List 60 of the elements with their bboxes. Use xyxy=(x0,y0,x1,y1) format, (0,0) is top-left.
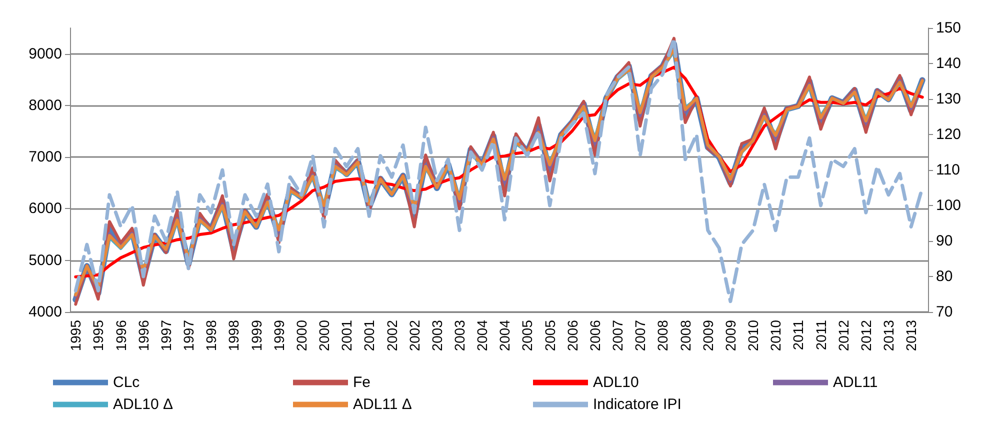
x-tick-label: 2001 xyxy=(338,320,355,352)
x-tick-label: 2005 xyxy=(519,320,536,352)
x-tick-label: 2006 xyxy=(586,320,603,352)
x-tick-label: 1999 xyxy=(248,320,264,352)
legend-label: ADL10 Δ xyxy=(113,396,174,413)
legend-label: ADL10 xyxy=(593,374,639,391)
x-tick-label: 2009 xyxy=(700,320,716,352)
x-tick-label: 1998 xyxy=(226,320,242,352)
x-tick-label: 2004 xyxy=(496,320,513,352)
y2-tick-label: 130 xyxy=(936,90,962,108)
x-tick-label: 1996 xyxy=(112,320,129,352)
y2-tick-label: 80 xyxy=(936,268,953,285)
y2-tick-label: 70 xyxy=(936,304,953,320)
x-tick-label: 2011 xyxy=(790,320,806,350)
x-tick-label: 2000 xyxy=(293,320,310,352)
x-tick-label: 2001 xyxy=(361,320,378,352)
x-tick-label: 2012 xyxy=(858,320,874,352)
y-tick-label: 7000 xyxy=(28,148,62,166)
y-tick-label: 4000 xyxy=(28,304,62,320)
y2-tick-label: 110 xyxy=(936,162,960,178)
x-tick-label: 2006 xyxy=(564,320,580,352)
x-tick-label: 2009 xyxy=(722,320,738,352)
legend-label: Fe xyxy=(353,374,371,391)
x-tick-label: 2003 xyxy=(451,320,468,352)
y2-tick-label: 150 xyxy=(936,20,962,36)
y2-tick-label: 100 xyxy=(936,197,962,214)
x-tick-label: 2008 xyxy=(677,320,694,352)
x-tick-label: 2004 xyxy=(474,320,490,352)
x-tick-label: 2008 xyxy=(654,320,671,352)
x-tick-label: 1995 xyxy=(90,320,106,352)
y2-tick-label: 90 xyxy=(936,232,953,250)
x-tick-label: 1995 xyxy=(68,320,84,352)
x-tick-label: 2003 xyxy=(428,320,445,352)
legend-label: Indicatore IPI xyxy=(593,396,682,413)
x-tick-label: 1999 xyxy=(270,320,287,352)
x-tick-label: 1996 xyxy=(135,320,152,352)
x-tick-label: 2007 xyxy=(632,320,648,352)
y-tick-label: 6000 xyxy=(28,200,62,218)
x-tick-label: 2010 xyxy=(745,320,762,352)
legend-label: ADL11 xyxy=(833,374,878,391)
x-tick-label: 2013 xyxy=(880,320,896,352)
x-tick-label: 2013 xyxy=(903,320,920,352)
x-tick-label: 2002 xyxy=(406,320,422,352)
x-tick-label: 1997 xyxy=(158,320,174,352)
x-tick-label: 2002 xyxy=(384,320,400,352)
x-tick-label: 1997 xyxy=(180,320,197,352)
x-tick-label: 1998 xyxy=(203,320,220,352)
legend-label: ADL11 Δ xyxy=(353,396,412,413)
x-tick-label: 2011 xyxy=(812,320,829,350)
x-tick-label: 2012 xyxy=(835,320,852,352)
x-tick-label: 2010 xyxy=(768,320,784,352)
x-tick-label: 2000 xyxy=(316,320,332,352)
x-tick-label: 2007 xyxy=(610,320,626,352)
y2-tick-label: 140 xyxy=(936,55,962,72)
x-tick-label: 2005 xyxy=(542,320,558,352)
legend-label: CLc xyxy=(113,374,140,391)
y2-tick-label: 120 xyxy=(936,126,962,143)
y-tick-label: 9000 xyxy=(28,45,62,62)
y-tick-label: 5000 xyxy=(28,252,62,269)
y-tick-label: 8000 xyxy=(28,96,62,114)
